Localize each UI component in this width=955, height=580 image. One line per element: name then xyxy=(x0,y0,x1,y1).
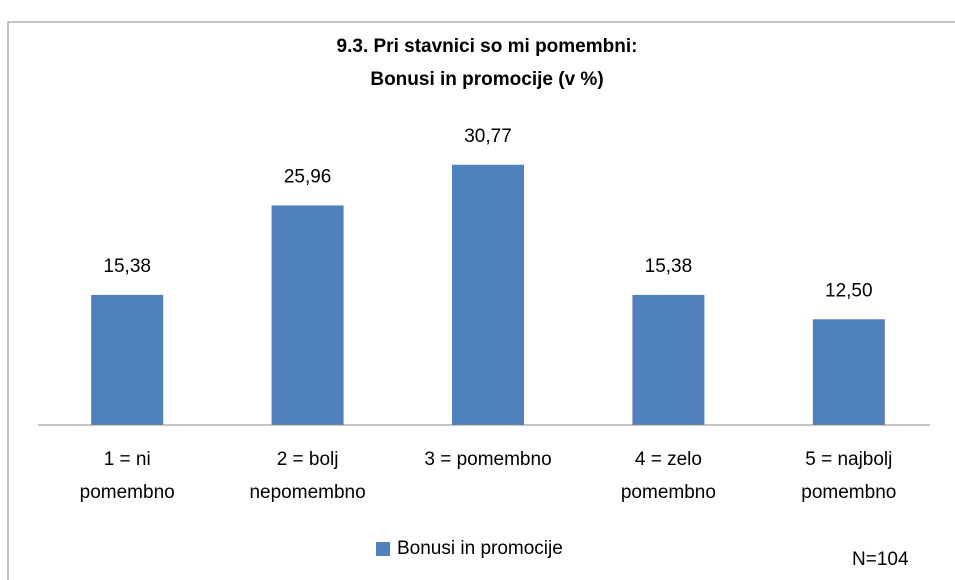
data-label: 15,38 xyxy=(103,256,151,277)
legend-label: Bonusi in promocije xyxy=(397,538,563,559)
bar xyxy=(271,205,344,425)
annotation: N=104 xyxy=(852,549,909,570)
bar xyxy=(812,319,885,425)
bar xyxy=(632,294,705,425)
bar xyxy=(91,294,164,425)
x-tick-label: pomembno xyxy=(621,482,716,503)
data-label: 25,96 xyxy=(284,166,332,187)
x-tick-label: 3 = pomembno xyxy=(424,449,551,470)
x-tick-label: nepomembno xyxy=(249,482,365,503)
x-tick-label: 2 = bolj xyxy=(277,449,339,470)
x-tick-label: pomembno xyxy=(80,482,175,503)
data-label: 30,77 xyxy=(464,126,512,147)
x-tick-label: pomembno xyxy=(801,482,896,503)
chart-frame xyxy=(7,21,955,580)
chart-title: Bonusi in promocije (v %) xyxy=(370,69,603,90)
x-tick-label: 1 = ni xyxy=(104,449,151,470)
data-label: 15,38 xyxy=(645,256,693,277)
chart-title: 9.3. Pri stavnici so mi pomembni: xyxy=(337,36,638,57)
legend-swatch xyxy=(376,542,390,556)
data-label: 12,50 xyxy=(825,280,873,301)
x-tick-label: 4 = zelo xyxy=(635,449,702,470)
bar xyxy=(452,164,524,425)
x-tick-label: 5 = najbolj xyxy=(805,449,892,470)
